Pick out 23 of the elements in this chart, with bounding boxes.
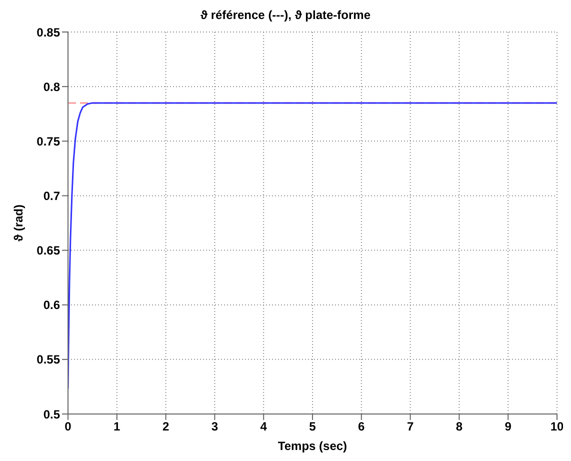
y-tick-label: 0.7	[43, 188, 60, 203]
y-tick-label: 0.5	[43, 407, 60, 422]
x-tick-label: 8	[456, 420, 463, 434]
x-tick-label: 1	[114, 420, 121, 434]
y-tick-label: 0.85	[36, 25, 60, 40]
x-axis-title: Temps (sec)	[278, 439, 348, 453]
y-tick-label: 0.75	[36, 134, 60, 148]
x-tick-label: 3	[211, 420, 218, 434]
x-tick-label: 9	[504, 420, 512, 434]
y-tick-label: 0.55	[36, 352, 60, 367]
x-tick-label: 10	[550, 420, 564, 434]
y-tick-label: 0.6	[43, 298, 60, 312]
x-tick-label: 2	[162, 420, 170, 434]
line-series	[68, 102, 557, 390]
y-tick-label: 0.8	[43, 80, 60, 94]
x-tick-label: 6	[358, 420, 366, 434]
chart-title: ϑ référence (---), ϑ plate-forme	[200, 8, 372, 24]
x-tick-label: 5	[309, 420, 316, 434]
y-axis-title: ϑ (rad)	[11, 204, 26, 242]
y-tick-label: 0.65	[36, 244, 60, 258]
x-tick-label: 7	[406, 420, 414, 434]
x-tick-label: 0	[64, 420, 72, 434]
x-tick-label: 4	[260, 420, 268, 434]
